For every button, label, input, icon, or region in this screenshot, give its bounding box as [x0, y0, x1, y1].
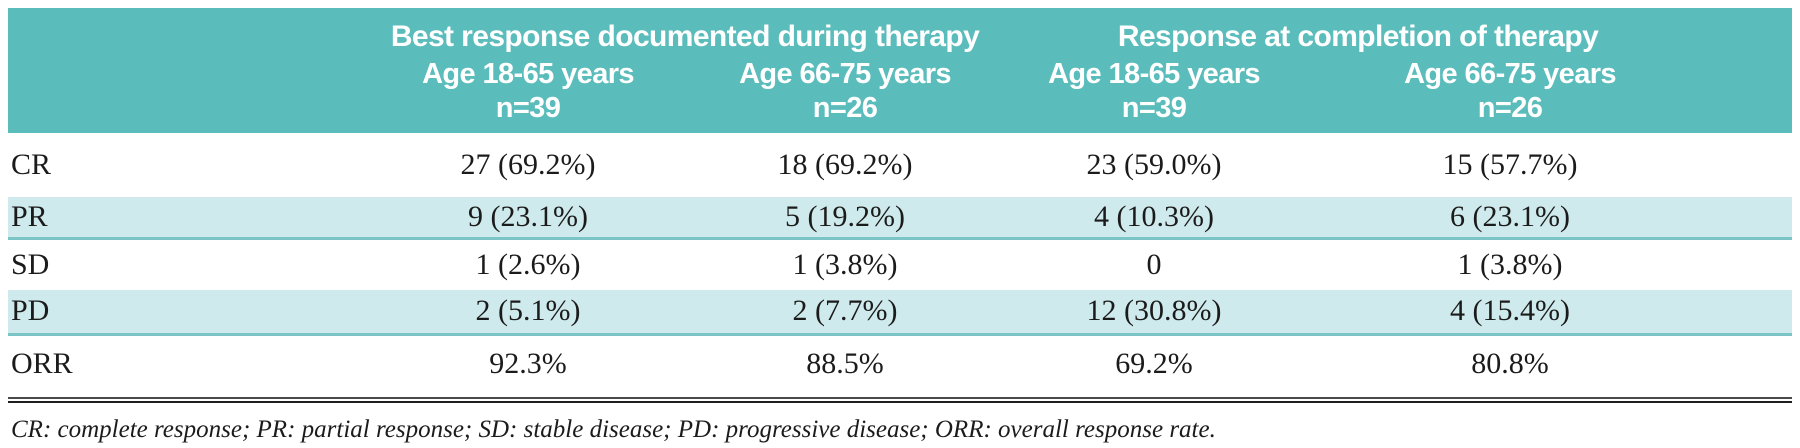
data-cell: 1 (3.8%): [1457, 247, 1563, 281]
col-header-age-1: Age 18-65 years: [368, 56, 688, 92]
header-filler: [1714, 56, 1793, 92]
data-cell: 80.8%: [1471, 347, 1549, 381]
data-cell: 69.2%: [1115, 347, 1193, 381]
filler-cell: [1714, 238, 1792, 290]
col-header-n-3: n=39: [1002, 92, 1307, 133]
data-cell: 4 (15.4%): [1306, 290, 1715, 336]
row-label: ORR: [11, 347, 73, 381]
col-header-age-2: Age 66-75 years: [688, 56, 1003, 92]
table-row-pd: PD 2 (5.1%) 2 (7.7%) 12 (30.8%) 4 (15.4%…: [8, 290, 1793, 336]
table-row-orr: ORR 92.3% 88.5% 69.2% 80.8%: [8, 334, 1792, 393]
data-cell: 2 (5.1%): [368, 290, 688, 336]
data-cell: 12 (30.8%): [1002, 290, 1307, 336]
table-body: CR 27 (69.2%) 18 (69.2%) 23 (59.0%) 15 (…: [8, 133, 1793, 393]
filler-cell: [1714, 133, 1792, 197]
filler-cell: [1714, 197, 1793, 240]
filler-cell: [1714, 334, 1792, 393]
table-header: Best response documented during therapy …: [8, 8, 1793, 133]
header-filler: [1714, 8, 1793, 56]
data-cell: 0: [1146, 247, 1162, 281]
age-header-row: Age 18-65 years Age 66-75 years Age 18-6…: [8, 56, 1793, 92]
header-spacer: [8, 8, 368, 56]
data-cell: 4 (10.3%): [1002, 197, 1307, 240]
data-cell: 6 (23.1%): [1306, 197, 1715, 240]
col-header-age-3: Age 18-65 years: [1002, 56, 1307, 92]
data-cell: 2 (7.7%): [688, 290, 1003, 336]
row-label: CR: [11, 148, 52, 181]
filler-cell: [1714, 290, 1793, 336]
header-spacer: [8, 92, 368, 133]
group-header-best-response: Best response documented during therapy: [368, 8, 1003, 56]
data-cell: 1 (3.8%): [792, 247, 898, 281]
col-header-age-4: Age 66-75 years: [1306, 56, 1715, 92]
row-label: PD: [8, 290, 368, 336]
bottom-rule-divider: [8, 397, 1792, 403]
table-row-cr: CR 27 (69.2%) 18 (69.2%) 23 (59.0%) 15 (…: [8, 133, 1792, 197]
col-header-n-1: n=39: [368, 92, 688, 133]
table-row-pr: PR 9 (23.1%) 5 (19.2%) 4 (10.3%) 6 (23.1…: [8, 197, 1793, 240]
group-header-completion: Response at completion of therapy: [1002, 8, 1715, 56]
data-cell: 5 (19.2%): [688, 197, 1003, 240]
data-cell: 27 (69.2%): [460, 148, 596, 181]
table-row-sd: SD 1 (2.6%) 1 (3.8%) 0 1 (3.8%): [8, 238, 1792, 290]
data-cell: 92.3%: [489, 347, 567, 381]
group-header-row: Best response documented during therapy …: [8, 8, 1793, 56]
header-spacer: [8, 56, 368, 92]
data-cell: 23 (59.0%): [1086, 148, 1222, 181]
n-header-row: n=39 n=26 n=39 n=26: [8, 92, 1793, 133]
data-cell: 18 (69.2%): [777, 148, 913, 181]
col-header-n-2: n=26: [688, 92, 1003, 133]
data-cell: 15 (57.7%): [1442, 148, 1578, 181]
row-label: PR: [8, 197, 368, 240]
footnote: CR: complete response; PR: partial respo…: [11, 416, 1216, 443]
col-header-n-4: n=26: [1306, 92, 1715, 133]
row-label: SD: [11, 247, 50, 281]
response-results-table: Best response documented during therapy …: [8, 8, 1793, 393]
data-cell: 9 (23.1%): [368, 197, 688, 240]
data-cell: 1 (2.6%): [475, 247, 581, 281]
table-area: Best response documented during therapy …: [8, 8, 1793, 444]
data-cell: 88.5%: [806, 347, 884, 381]
header-filler: [1714, 92, 1793, 133]
